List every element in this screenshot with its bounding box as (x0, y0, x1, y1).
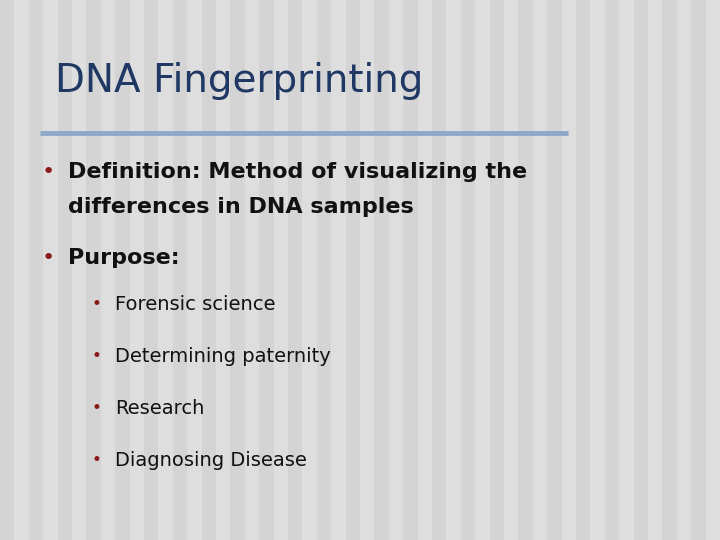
Bar (576, 0, 590, 540)
Bar (173, 0, 187, 540)
Text: •: • (92, 399, 102, 417)
Bar (634, 0, 648, 540)
Text: DNA Fingerprinting: DNA Fingerprinting (55, 62, 423, 100)
Bar (619, 0, 634, 540)
Bar (86, 0, 101, 540)
Bar (562, 0, 576, 540)
Bar (662, 0, 677, 540)
Bar (144, 0, 158, 540)
Bar (331, 0, 346, 540)
Bar (202, 0, 216, 540)
Text: •: • (42, 248, 55, 268)
Bar (58, 0, 72, 540)
Bar (389, 0, 403, 540)
Bar (346, 0, 360, 540)
Bar (360, 0, 374, 540)
Text: Definition: Method of visualizing the: Definition: Method of visualizing the (68, 162, 527, 182)
Bar (288, 0, 302, 540)
Bar (446, 0, 461, 540)
Text: •: • (92, 295, 102, 313)
Bar (72, 0, 86, 540)
Bar (461, 0, 475, 540)
Bar (115, 0, 130, 540)
Bar (475, 0, 490, 540)
Bar (29, 0, 43, 540)
Bar (504, 0, 518, 540)
Bar (605, 0, 619, 540)
Bar (130, 0, 144, 540)
Bar (216, 0, 230, 540)
Bar (590, 0, 605, 540)
Bar (0, 0, 14, 540)
Text: •: • (92, 347, 102, 365)
Text: •: • (42, 162, 55, 182)
Bar (691, 0, 706, 540)
Text: differences in DNA samples: differences in DNA samples (68, 197, 414, 217)
Bar (706, 0, 720, 540)
Text: Purpose:: Purpose: (68, 248, 179, 268)
Bar (187, 0, 202, 540)
Bar (317, 0, 331, 540)
Bar (101, 0, 115, 540)
Bar (14, 0, 29, 540)
Text: Forensic science: Forensic science (115, 295, 276, 314)
Bar (677, 0, 691, 540)
Bar (490, 0, 504, 540)
Bar (158, 0, 173, 540)
Text: •: • (92, 451, 102, 469)
Bar (547, 0, 562, 540)
Bar (274, 0, 288, 540)
Bar (432, 0, 446, 540)
Bar (418, 0, 432, 540)
Bar (259, 0, 274, 540)
Bar (230, 0, 245, 540)
Bar (648, 0, 662, 540)
Text: Research: Research (115, 399, 204, 418)
Bar (518, 0, 533, 540)
Bar (533, 0, 547, 540)
Bar (374, 0, 389, 540)
Bar (43, 0, 58, 540)
Text: Determining paternity: Determining paternity (115, 347, 330, 366)
Bar (302, 0, 317, 540)
Bar (245, 0, 259, 540)
Bar (403, 0, 418, 540)
Text: Diagnosing Disease: Diagnosing Disease (115, 451, 307, 470)
